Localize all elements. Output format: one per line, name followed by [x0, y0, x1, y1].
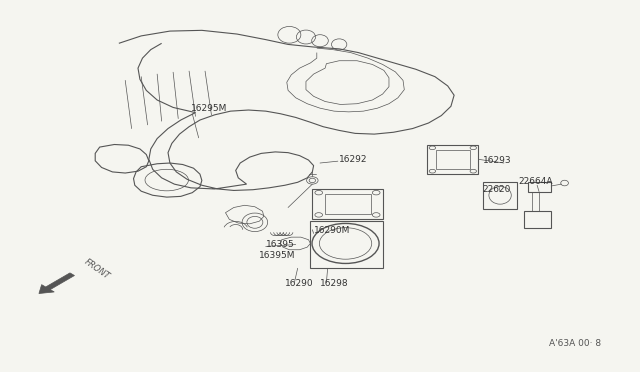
Text: 16292: 16292	[339, 155, 367, 164]
Text: 16295M: 16295M	[191, 105, 227, 113]
Text: 16298: 16298	[320, 279, 349, 288]
Text: A'63A 00· 8: A'63A 00· 8	[549, 339, 601, 348]
Text: 16395M: 16395M	[259, 251, 296, 260]
Text: 22620: 22620	[483, 185, 511, 194]
FancyArrow shape	[39, 273, 74, 294]
Text: 16395: 16395	[266, 240, 294, 249]
Text: FRONT: FRONT	[83, 257, 111, 281]
Text: 16290M: 16290M	[314, 226, 350, 235]
Text: 22664A: 22664A	[518, 177, 552, 186]
Text: 16293: 16293	[483, 156, 511, 165]
Text: 16290: 16290	[285, 279, 314, 288]
